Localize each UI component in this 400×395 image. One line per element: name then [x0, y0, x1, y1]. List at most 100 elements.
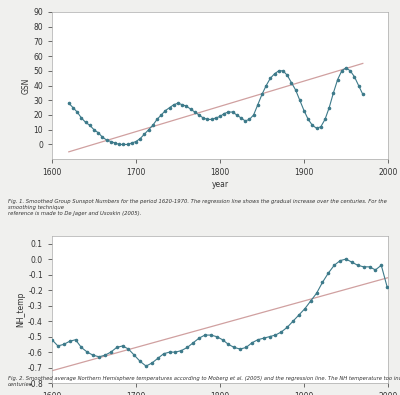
Point	[49, 337, 55, 343]
Point	[214, 333, 220, 340]
Point	[296, 312, 302, 318]
Point	[212, 115, 219, 121]
Point	[326, 104, 332, 111]
Point	[202, 332, 208, 338]
Point	[133, 138, 139, 145]
Point	[263, 83, 270, 89]
Point	[221, 110, 228, 117]
Point	[284, 324, 290, 331]
Point	[325, 270, 332, 276]
Point	[292, 87, 299, 93]
Point	[234, 112, 240, 118]
Point	[296, 97, 303, 103]
Point	[145, 126, 152, 133]
Point	[237, 346, 243, 352]
Point	[290, 318, 296, 324]
Y-axis label: GSN: GSN	[22, 77, 30, 94]
Point	[187, 106, 194, 112]
Point	[166, 104, 173, 111]
Point	[280, 68, 286, 74]
Point	[155, 355, 161, 361]
Point	[192, 109, 198, 115]
Point	[349, 259, 355, 265]
Point	[196, 112, 202, 118]
Point	[149, 360, 155, 366]
Point	[334, 77, 341, 83]
Point	[78, 115, 84, 121]
Point	[119, 343, 126, 349]
Point	[360, 91, 366, 98]
Point	[288, 79, 294, 86]
Point	[254, 337, 261, 343]
Point	[318, 124, 324, 130]
Point	[160, 350, 167, 357]
Point	[249, 340, 255, 346]
X-axis label: year: year	[212, 180, 228, 189]
Point	[208, 332, 214, 338]
Point	[231, 344, 238, 351]
Point	[179, 102, 186, 108]
Point	[313, 290, 320, 296]
Point	[108, 138, 114, 145]
Point	[60, 341, 67, 348]
Point	[246, 116, 252, 122]
Point	[272, 332, 279, 338]
Point	[259, 91, 265, 98]
Point	[208, 116, 215, 122]
Point	[243, 344, 249, 351]
Point	[267, 75, 274, 81]
Point	[66, 338, 73, 344]
Point	[254, 102, 261, 108]
Point	[162, 107, 168, 114]
Point	[305, 116, 312, 122]
Point	[319, 279, 326, 286]
Point	[154, 116, 160, 122]
Point	[114, 344, 120, 351]
Point	[120, 141, 126, 148]
Point	[166, 349, 173, 355]
Point	[108, 349, 114, 355]
Point	[103, 137, 110, 143]
Text: Fig. 2. Smoothed average Northern Hemisphere temperatures according to Moberg et: Fig. 2. Smoothed average Northern Hemisp…	[8, 376, 400, 387]
Point	[338, 68, 345, 74]
Point	[229, 109, 236, 115]
Text: Fig. 1. Smoothed Group Sunspot Numbers for the period 1620-1970. The regression : Fig. 1. Smoothed Group Sunspot Numbers f…	[8, 199, 387, 216]
Point	[343, 65, 349, 71]
Point	[355, 83, 362, 89]
Point	[172, 349, 179, 355]
Point	[378, 262, 384, 269]
Point	[150, 122, 156, 128]
Point	[137, 358, 144, 365]
Point	[313, 125, 320, 132]
Point	[116, 141, 122, 148]
Point	[70, 104, 76, 111]
Point	[170, 102, 177, 108]
Point	[337, 258, 343, 264]
Point	[183, 103, 190, 109]
Point	[178, 348, 184, 354]
Point	[309, 122, 316, 128]
Point	[91, 126, 97, 133]
Point	[95, 130, 102, 136]
Point	[271, 71, 278, 77]
Point	[354, 262, 361, 269]
Point	[260, 335, 267, 341]
Point	[141, 131, 148, 137]
Point	[102, 352, 108, 358]
Point	[125, 346, 132, 352]
Point	[284, 72, 290, 78]
Point	[200, 115, 206, 121]
Point	[366, 264, 373, 270]
Point	[72, 337, 79, 343]
Point	[331, 262, 338, 269]
Point	[86, 122, 93, 128]
Point	[266, 333, 273, 340]
Point	[196, 335, 202, 341]
Point	[384, 284, 390, 290]
Point	[99, 134, 106, 140]
Point	[143, 363, 149, 369]
Point	[372, 267, 378, 273]
Point	[66, 100, 72, 106]
Point	[343, 256, 349, 262]
Point	[137, 135, 144, 142]
